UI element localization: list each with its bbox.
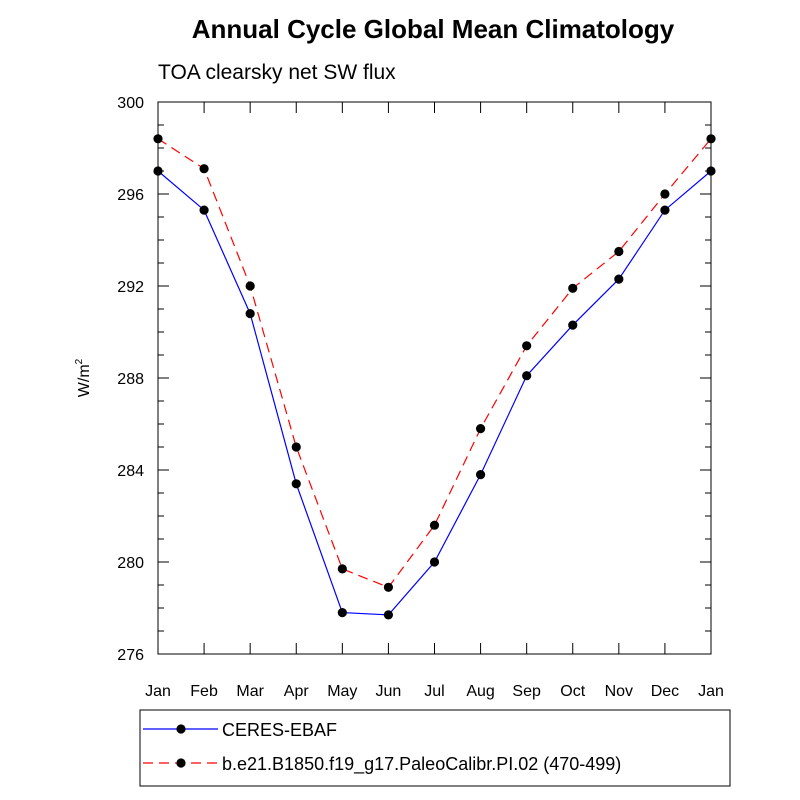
data-point [522, 341, 532, 351]
data-point [614, 246, 624, 257]
data-point [153, 166, 163, 176]
data-point [568, 283, 578, 293]
y-tick-label: 276 [117, 647, 144, 664]
series-layer [153, 134, 716, 620]
y-axis-tick-labels: 276 280 284 288 292 296 300 [117, 95, 144, 664]
x-tick-label: Jun [376, 683, 402, 700]
data-point [291, 442, 301, 452]
data-point [245, 281, 255, 291]
y-axis-label-base: W/m [76, 364, 93, 397]
y-tick-label: 296 [117, 187, 144, 204]
x-tick-label: Nov [605, 683, 633, 700]
data-point [614, 274, 624, 284]
axis-ticks [157, 101, 712, 655]
data-point [429, 520, 440, 530]
x-tick-label: Dec [651, 683, 679, 700]
y-tick-label: 288 [117, 371, 144, 388]
data-point [475, 424, 486, 434]
data-point [429, 557, 440, 567]
data-point [153, 134, 163, 144]
data-point [568, 320, 578, 330]
data-point [522, 371, 532, 381]
plot-area [157, 101, 712, 655]
data-point [291, 479, 301, 489]
series-0 [153, 166, 716, 620]
x-tick-label: May [327, 683, 357, 700]
data-point [337, 608, 347, 618]
data-point [706, 134, 716, 144]
x-axis-tick-labels: Jan Feb Mar Apr May Jun Jul Aug Sep Oct Nov Dec Jan [145, 683, 724, 700]
legend-label: CERES-EBAF [222, 720, 337, 740]
data-point [383, 610, 394, 620]
x-tick-label: Aug [466, 683, 494, 700]
data-point [199, 164, 209, 174]
x-tick-label: Sep [512, 683, 541, 700]
data-point [383, 582, 394, 592]
chart-subtitle: TOA clearsky net SW flux [158, 61, 396, 84]
data-point [337, 564, 347, 574]
data-point [245, 309, 255, 319]
series-line [157, 138, 712, 589]
y-tick-label: 280 [117, 555, 144, 572]
x-tick-label: Mar [236, 683, 264, 700]
y-axis-label-superscript: 2 [74, 358, 85, 364]
data-point [660, 189, 670, 199]
legend-box [139, 709, 731, 787]
data-point [706, 166, 716, 176]
series-1 [153, 134, 716, 592]
x-tick-label: Jan [698, 683, 724, 700]
data-point [475, 470, 486, 480]
legend-marker [176, 758, 186, 768]
x-tick-label: Jan [145, 683, 171, 700]
data-point [660, 205, 670, 215]
x-tick-label: Jul [424, 683, 444, 700]
x-tick-label: Apr [284, 683, 310, 700]
data-point [199, 205, 209, 215]
legend: CERES-EBAF b.e21.B1850.f19_g17.PaleoCalib… [143, 720, 621, 775]
series-line [157, 170, 712, 616]
y-tick-label: 292 [117, 279, 144, 296]
legend-label: b.e21.B1850.f19_g17.PaleoCalibr.PI.02 (4… [222, 754, 621, 775]
legend-marker [176, 724, 186, 734]
chart-title: Annual Cycle Global Mean Climatology [192, 14, 675, 44]
y-tick-label: 300 [117, 95, 144, 112]
x-tick-label: Oct [560, 683, 585, 700]
x-tick-label: Feb [190, 683, 218, 700]
y-tick-label: 284 [117, 463, 144, 480]
y-axis-label: W/m2 [74, 358, 93, 397]
